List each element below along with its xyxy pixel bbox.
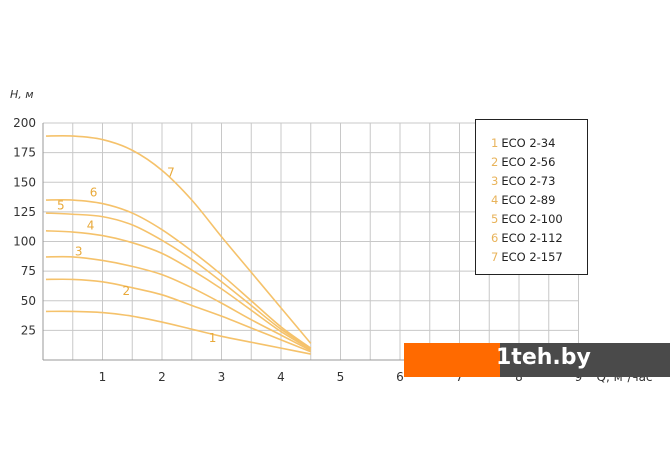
legend-item: 4 ECO 2-89 [491, 191, 587, 210]
x-tick-label: 3 [218, 370, 226, 384]
curve-label: 3 [75, 245, 83, 259]
x-tick-label: 5 [337, 370, 345, 384]
curve-2 [45, 278, 312, 353]
x-tick-label: 8 [515, 370, 523, 384]
legend-label: ECO 2-89 [501, 193, 556, 207]
legend-label: ECO 2-100 [501, 212, 563, 226]
watermark: 1teh.by [404, 343, 670, 377]
legend-label: ECO 2-34 [501, 136, 556, 150]
y-axis-label: H, м [10, 88, 34, 101]
curve-4 [45, 230, 312, 351]
legend: 1 ECO 2-34 2 ECO 2-56 3 ECO 2-73 4 ECO 2-89 5 ECO… [475, 119, 588, 275]
curve-label: 1 [209, 331, 217, 345]
y-tick-label: 175 [13, 146, 36, 160]
x-tick-label: 1 [99, 370, 107, 384]
curve-label: 5 [57, 199, 65, 213]
curve-6 [45, 198, 312, 349]
curve-7 [45, 134, 312, 344]
curve-5 [45, 212, 312, 349]
y-tick-label: 100 [13, 235, 36, 249]
curve-label: 2 [122, 284, 130, 298]
legend-number: 4 [491, 193, 499, 207]
x-tick-label: 7 [456, 370, 464, 384]
y-tick-label: 125 [13, 205, 36, 219]
x-tick-label: 9 [575, 370, 583, 384]
y-tick-label: 200 [13, 116, 36, 130]
legend-item: 2 ECO 2-56 [491, 153, 587, 172]
curve-label: 7 [167, 165, 175, 179]
legend-label: ECO 2-56 [501, 155, 556, 169]
legend-label: ECO 2-73 [501, 174, 556, 188]
legend-item: 7 ECO 2-157 [491, 248, 587, 267]
legend-label: ECO 2-157 [501, 250, 563, 264]
watermark-text: 1teh.by [496, 345, 591, 370]
y-tick-label: 50 [21, 294, 36, 308]
curve-1 [45, 310, 311, 355]
legend-item: 1 ECO 2-34 [491, 134, 587, 153]
curve-3 [45, 255, 312, 352]
x-tick-label: 2 [158, 370, 166, 384]
legend-number: 5 [491, 212, 499, 226]
legend-number: 3 [491, 174, 499, 188]
x-tick-label: 4 [277, 370, 285, 384]
x-tick-label: 6 [396, 370, 404, 384]
legend-item: 5 ECO 2-100 [491, 210, 587, 229]
curve-label: 4 [87, 219, 95, 233]
legend-item: 6 ECO 2-112 [491, 229, 587, 248]
legend-number: 1 [491, 136, 499, 150]
legend-number: 2 [491, 155, 499, 169]
y-tick-label: 150 [13, 175, 36, 189]
y-tick-label: 25 [21, 323, 36, 337]
curve-label: 6 [90, 185, 98, 199]
y-tick-label: 75 [21, 264, 36, 278]
legend-label: ECO 2-112 [501, 231, 563, 245]
legend-item: 3 ECO 2-73 [491, 172, 587, 191]
legend-number: 6 [491, 231, 499, 245]
legend-number: 7 [491, 250, 499, 264]
